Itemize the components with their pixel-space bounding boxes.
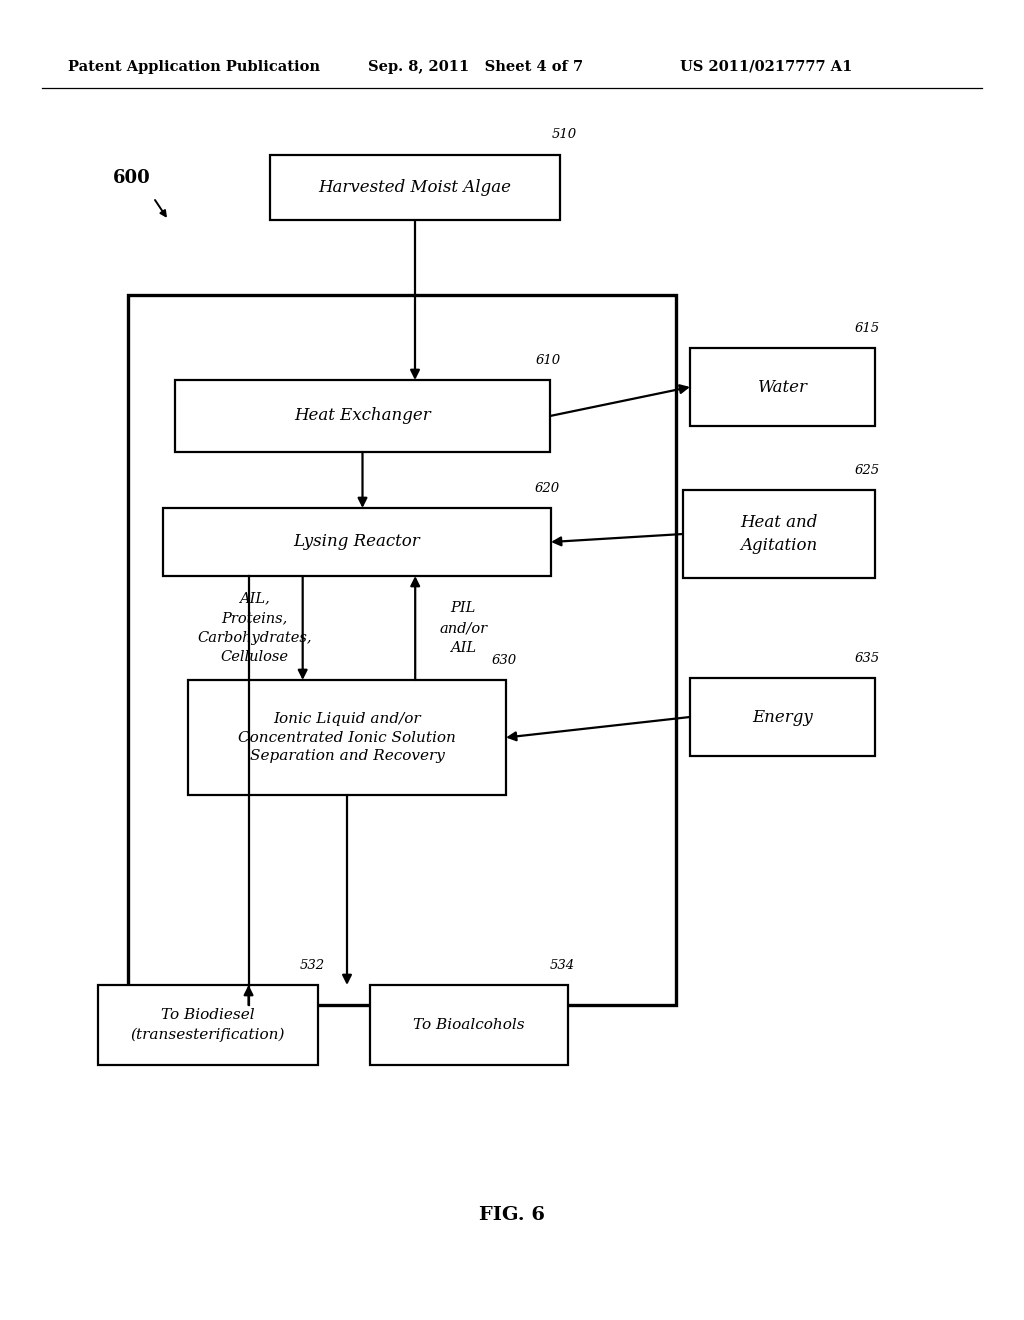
Bar [690, 348, 874, 426]
Text: 610: 610 [536, 354, 561, 367]
Text: AIL,
Proteins,
Carbohydrates,
Cellulose: AIL, Proteins, Carbohydrates, Cellulose [198, 591, 312, 664]
Bar [128, 294, 676, 1005]
Bar [188, 680, 506, 795]
Text: 510: 510 [552, 128, 578, 141]
Bar [163, 508, 551, 576]
Text: PIL
and/or
AIL: PIL and/or AIL [439, 602, 487, 655]
Text: 630: 630 [492, 653, 517, 667]
Text: 635: 635 [855, 652, 880, 665]
Text: Water: Water [758, 379, 808, 396]
Text: 534: 534 [550, 960, 575, 972]
Text: Ionic Liquid and/or
Concentrated Ionic Solution
Separation and Recovery: Ionic Liquid and/or Concentrated Ionic S… [238, 711, 456, 763]
Text: To Bioalcohols: To Bioalcohols [414, 1018, 525, 1032]
Text: Patent Application Publication: Patent Application Publication [68, 59, 319, 74]
Text: Energy: Energy [752, 709, 813, 726]
Bar [270, 154, 560, 220]
Text: Lysing Reactor: Lysing Reactor [294, 533, 421, 550]
Text: 620: 620 [535, 482, 560, 495]
Bar [690, 678, 874, 756]
Text: 532: 532 [300, 960, 326, 972]
Bar [370, 985, 568, 1065]
Text: 625: 625 [855, 465, 880, 477]
Text: Harvested Moist Algae: Harvested Moist Algae [318, 180, 512, 195]
Text: Heat and
Agitation: Heat and Agitation [740, 513, 818, 554]
Bar [683, 490, 874, 578]
Text: 615: 615 [855, 322, 880, 335]
Text: FIG. 6: FIG. 6 [479, 1206, 545, 1224]
Text: Heat Exchanger: Heat Exchanger [294, 408, 431, 425]
Text: US 2011/0217777 A1: US 2011/0217777 A1 [680, 59, 852, 74]
Text: To Biodiesel
(transesterification): To Biodiesel (transesterification) [131, 1008, 286, 1041]
Text: 600: 600 [113, 169, 151, 187]
Text: Sep. 8, 2011   Sheet 4 of 7: Sep. 8, 2011 Sheet 4 of 7 [368, 59, 583, 74]
Bar [175, 380, 550, 451]
Bar [98, 985, 318, 1065]
